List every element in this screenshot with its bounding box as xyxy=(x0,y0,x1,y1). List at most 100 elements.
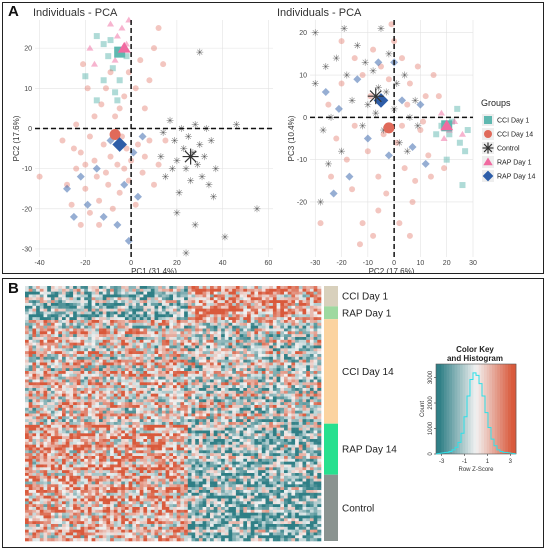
data-point-control-stroke xyxy=(222,234,228,240)
heatmap-cell xyxy=(136,422,140,426)
heatmap-cell xyxy=(147,288,152,292)
heatmap-cell xyxy=(202,427,207,431)
heatmap-cell xyxy=(258,331,263,335)
heatmap-cell xyxy=(113,351,118,355)
heatmap-cell xyxy=(69,311,74,315)
heatmap-cell xyxy=(202,288,207,292)
heatmap-cell xyxy=(95,334,100,338)
heatmap-cell xyxy=(243,300,248,304)
heatmap-cell xyxy=(124,439,129,443)
data-point-control-stroke xyxy=(190,149,196,156)
heatmap-cell xyxy=(202,311,207,315)
heatmap-cell xyxy=(80,354,85,358)
heatmap-cell xyxy=(302,427,307,431)
heatmap-cell xyxy=(287,322,292,326)
heatmap-cell xyxy=(113,399,118,403)
heatmap-cell xyxy=(313,399,318,403)
heatmap-cell xyxy=(213,399,218,403)
heatmap-cell xyxy=(43,430,48,434)
heatmap-cell xyxy=(117,314,122,318)
data-point-control-stroke xyxy=(162,173,169,180)
heatmap-cell xyxy=(173,331,177,335)
heatmap-cell xyxy=(284,405,288,409)
heatmap-cell xyxy=(106,433,111,437)
heatmap-cell xyxy=(76,419,81,423)
heatmap-cell xyxy=(106,337,111,341)
heatmap-cell xyxy=(313,365,318,369)
heatmap-cell xyxy=(184,373,189,377)
heatmap-cell xyxy=(276,303,281,307)
heatmap-cell xyxy=(95,413,100,417)
heatmap-cell xyxy=(261,322,266,326)
heatmap-cell xyxy=(198,402,203,406)
heatmap-cell xyxy=(25,439,29,443)
heatmap-cell xyxy=(239,337,244,341)
heatmap-cell xyxy=(113,382,118,386)
heatmap-cell xyxy=(99,393,103,397)
heatmap-cell xyxy=(136,362,140,366)
heatmap-cell xyxy=(39,345,44,349)
heatmap-cell xyxy=(180,331,185,335)
heatmap-cell xyxy=(180,342,185,346)
heatmap-cell xyxy=(99,322,103,326)
heatmap-cell xyxy=(154,422,159,426)
heatmap-cell xyxy=(221,303,226,307)
heatmap-cell xyxy=(254,294,259,298)
heatmap-cell xyxy=(62,356,66,360)
heatmap-cell xyxy=(47,342,52,346)
heatmap-cell xyxy=(198,294,203,298)
heatmap-cell xyxy=(276,334,281,338)
heatmap-cell xyxy=(147,407,152,411)
heatmap-cell xyxy=(147,297,152,301)
heatmap-cell xyxy=(136,382,140,386)
heatmap-cell xyxy=(95,410,100,414)
heatmap-cell xyxy=(128,396,133,400)
heatmap-cell xyxy=(284,382,288,386)
heatmap-cell xyxy=(147,303,152,307)
heatmap-cell xyxy=(58,351,63,355)
heatmap-cell xyxy=(47,328,52,332)
heatmap-cell xyxy=(25,388,29,392)
heatmap-cell xyxy=(191,308,196,312)
data-point-cci14 xyxy=(375,207,382,214)
heatmap-cell xyxy=(224,382,229,386)
heatmap-cell xyxy=(87,365,92,369)
heatmap-cell xyxy=(139,317,144,321)
heatmap-cell xyxy=(228,300,233,304)
data-point-control-stroke xyxy=(213,165,219,172)
heatmap-cell xyxy=(158,405,163,409)
heatmap-cell xyxy=(28,368,33,372)
heatmap-cell xyxy=(309,351,314,355)
heatmap-cell xyxy=(265,413,270,417)
heatmap-cell xyxy=(36,303,41,307)
heatmap-cell xyxy=(124,331,129,335)
heatmap-cell xyxy=(136,337,140,341)
heatmap-cell xyxy=(165,303,170,307)
heatmap-cell xyxy=(184,419,189,423)
heatmap-cell xyxy=(73,359,78,363)
heatmap-cell xyxy=(239,288,244,292)
heatmap-cell xyxy=(150,402,155,406)
heatmap-cell xyxy=(291,317,296,321)
heatmap-cell xyxy=(232,303,237,307)
heatmap-cell xyxy=(176,422,181,426)
heatmap-cell xyxy=(228,359,233,363)
heatmap-cell xyxy=(87,317,92,321)
data-point-cci1 xyxy=(100,77,107,84)
heatmap-cell xyxy=(243,291,248,295)
data-point-cci14 xyxy=(351,122,358,129)
heatmap-cell xyxy=(121,314,126,318)
heatmap-cell xyxy=(247,422,251,426)
data-point-control xyxy=(187,177,195,185)
heatmap-cell xyxy=(143,393,148,397)
heatmap-cell xyxy=(243,294,248,298)
heatmap-cell xyxy=(91,422,96,426)
heatmap-cell xyxy=(295,422,300,426)
heatmap-cell xyxy=(187,317,192,321)
heatmap-cell xyxy=(309,405,314,409)
heatmap-cell xyxy=(102,399,107,403)
heatmap-cell xyxy=(261,419,266,423)
heatmap-cell xyxy=(302,339,307,343)
heatmap-cell xyxy=(284,379,288,383)
heatmap-cell xyxy=(287,362,292,366)
